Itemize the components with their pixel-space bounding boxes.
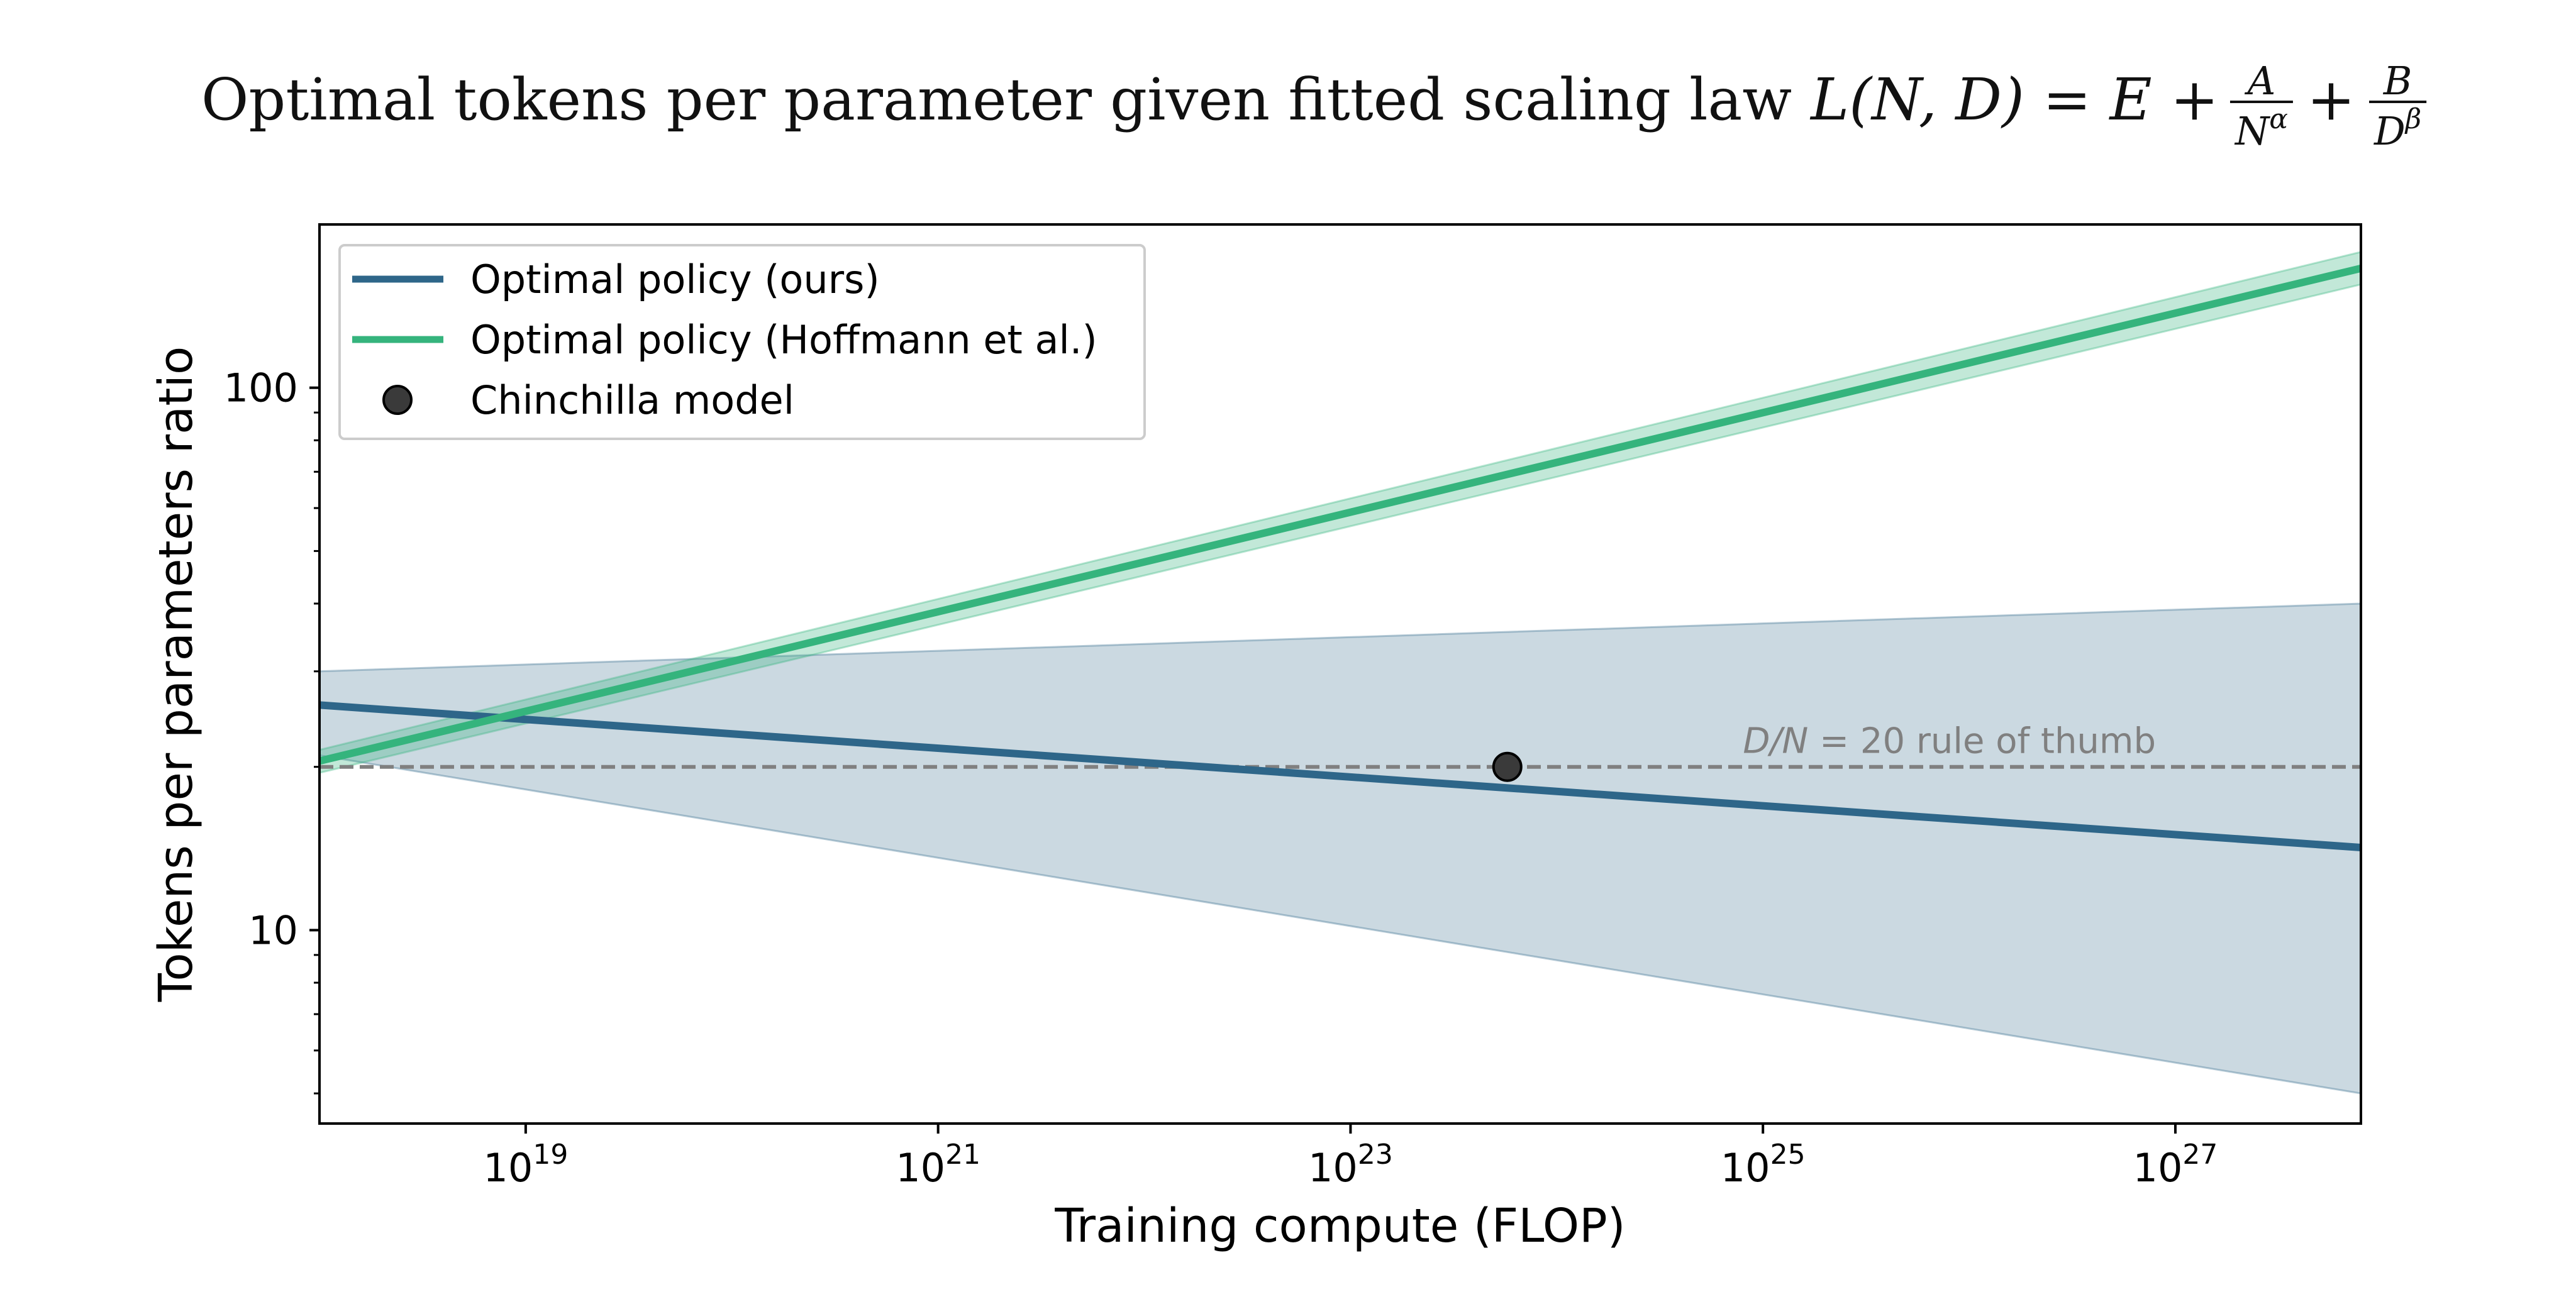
x-tick-label: 1021 bbox=[896, 1139, 980, 1191]
y-axis-ticks: 10 100 bbox=[224, 365, 319, 1095]
x-tick-label: 1027 bbox=[2133, 1139, 2218, 1191]
formula-frac2-den-exp: β bbox=[2404, 103, 2421, 135]
legend: Optimal policy (ours) Optimal policy (Ho… bbox=[338, 244, 1146, 440]
y-tick-label: 10 bbox=[248, 907, 298, 953]
series-line-hoffmann bbox=[319, 264, 2361, 765]
formula-plus: + bbox=[2307, 66, 2355, 133]
formula-frac2-den-base: D bbox=[2373, 108, 2406, 154]
formula-frac1-denominator: Nα bbox=[2234, 103, 2288, 154]
x-tick-label: 1023 bbox=[1308, 1139, 1393, 1191]
title-prefix: Optimal tokens per parameter given fitte… bbox=[201, 66, 1792, 133]
chinchilla-point bbox=[1492, 751, 1523, 782]
reference-line-label: D/N = 20 rule of thumb bbox=[1743, 721, 2156, 762]
formula-frac2-numerator: B bbox=[2383, 58, 2412, 104]
formula-frac1-numerator: A bbox=[2245, 58, 2276, 104]
y-tick-label: 100 bbox=[224, 365, 298, 411]
reference-line-label-rest: = 20 rule of thumb bbox=[1808, 721, 2156, 762]
formula-frac2-denominator: Dβ bbox=[2373, 103, 2421, 154]
legend-marker-chinchilla bbox=[382, 385, 413, 415]
formula-frac1-den-exp: α bbox=[2269, 103, 2288, 135]
legend-box bbox=[338, 244, 1146, 440]
reference-line-label-italic: D/N bbox=[1743, 721, 1808, 762]
band-ours bbox=[319, 602, 2361, 1095]
formula-frac1-den-base: N bbox=[2234, 108, 2271, 154]
formula-lhs: L(N, D) = E + bbox=[1809, 66, 2219, 133]
chart-title: Optimal tokens per parameter given fitte… bbox=[201, 66, 1792, 133]
title-formula: L(N, D) = E + A Nα + B Dβ bbox=[1809, 58, 2427, 154]
x-tick-label: 1019 bbox=[483, 1139, 568, 1191]
reference-line-group: D/N = 20 rule of thumb bbox=[319, 721, 2361, 769]
y-axis-label: Tokens per parameters ratio bbox=[149, 346, 203, 1002]
data-points bbox=[1492, 751, 1523, 782]
legend-label-ours: Optimal policy (ours) bbox=[470, 257, 880, 302]
x-axis-label: Training compute (FLOP) bbox=[1054, 1199, 1625, 1253]
series-line-ours bbox=[319, 701, 2361, 852]
x-axis-ticks: 1019 1021 1023 1025 1027 bbox=[483, 1124, 2218, 1191]
series-lines bbox=[319, 264, 2361, 852]
legend-label-hoffmann: Optimal policy (Hoffmann et al.) bbox=[470, 317, 1097, 363]
plot-frame bbox=[318, 223, 2362, 1125]
legend-label-chinchilla: Chinchilla model bbox=[470, 377, 794, 423]
x-tick-label: 1025 bbox=[1721, 1139, 1806, 1191]
